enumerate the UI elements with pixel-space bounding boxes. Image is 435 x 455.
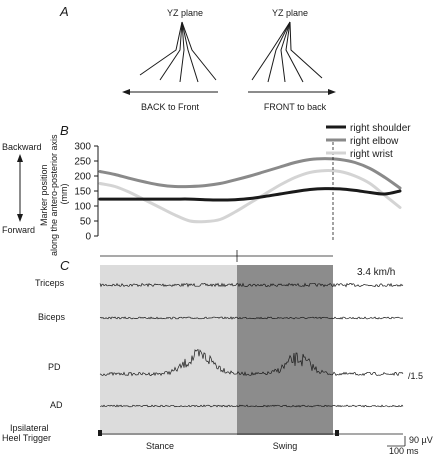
panel-a-label: A (59, 4, 69, 19)
trigger-label-line-2: Heel Trigger (2, 433, 51, 443)
muscle-label-ad: AD (50, 400, 63, 410)
y-tick-label: 300 (74, 142, 91, 153)
series-line-right-shoulder (98, 187, 402, 202)
right-plane-label: YZ plane (272, 8, 308, 18)
emg-traces (99, 282, 404, 408)
right-stick-figure (251, 21, 323, 83)
trigger-label-line-1: Ipsilateral (10, 423, 49, 433)
y-tick-label: 50 (80, 217, 92, 228)
stance-phase-shading (100, 265, 237, 435)
emg-trace-triceps (99, 282, 404, 288)
y-axis-title: Marker position along the antero-posteri… (39, 132, 69, 256)
scale-bar (387, 436, 406, 447)
scale-bar-time: 100 ms (389, 446, 419, 455)
y-tick-label: 150 (74, 187, 91, 198)
cycle-bracket (100, 250, 333, 262)
chart-series (98, 157, 402, 224)
speed-label: 3.4 km/h (357, 267, 395, 278)
direction-double-arrow (17, 154, 23, 222)
scale-bar-amplitude: 90 µV (409, 435, 433, 445)
legend-label: right shoulder (350, 123, 411, 134)
series-line-right-elbow (98, 157, 402, 190)
heel-trigger-trace (98, 430, 403, 436)
y-tick-label: 0 (85, 232, 91, 243)
right-direction-caption: FRONT to back (264, 102, 327, 112)
y-tick-label: 100 (74, 202, 91, 213)
left-direction-caption: BACK to Front (141, 102, 200, 112)
swing-label: Swing (273, 441, 298, 451)
muscle-label-pd: PD (48, 362, 61, 372)
emg-trace-biceps (99, 316, 404, 320)
y-axis-title-line-3: (mm) (59, 184, 69, 205)
right-direction-arrow (248, 89, 336, 95)
y-tick-label: 250 (74, 157, 91, 168)
emg-trace-pd (99, 348, 404, 377)
muscle-label-triceps: Triceps (35, 278, 65, 288)
series-line-right-wrist (98, 169, 402, 224)
y-axis-title-line-1: Marker position (39, 164, 49, 226)
left-stick-figure (139, 21, 217, 83)
muscle-label-biceps: Biceps (38, 312, 66, 322)
panel-b-label: B (60, 123, 69, 138)
swing-phase-shading (237, 265, 333, 435)
backward-label: Backward (2, 142, 42, 152)
legend-label: right elbow (350, 136, 399, 147)
stance-label: Stance (146, 441, 174, 451)
y-axis-title-line-2: along the antero-posterior axis (49, 134, 59, 256)
emg-trace-ad (99, 404, 404, 408)
chart-legend: right shoulder right elbow right wrist (326, 123, 411, 160)
forward-label: Forward (2, 225, 35, 235)
panel-c-label: C (60, 258, 70, 273)
left-direction-arrow (122, 89, 218, 95)
left-plane-label: YZ plane (167, 8, 203, 18)
legend-label: right wrist (350, 149, 393, 160)
pd-scale-label: /1.5 (408, 371, 423, 381)
y-axis: 0 50 100 150 200 250 300 (74, 142, 99, 243)
y-tick-label: 200 (74, 172, 91, 183)
